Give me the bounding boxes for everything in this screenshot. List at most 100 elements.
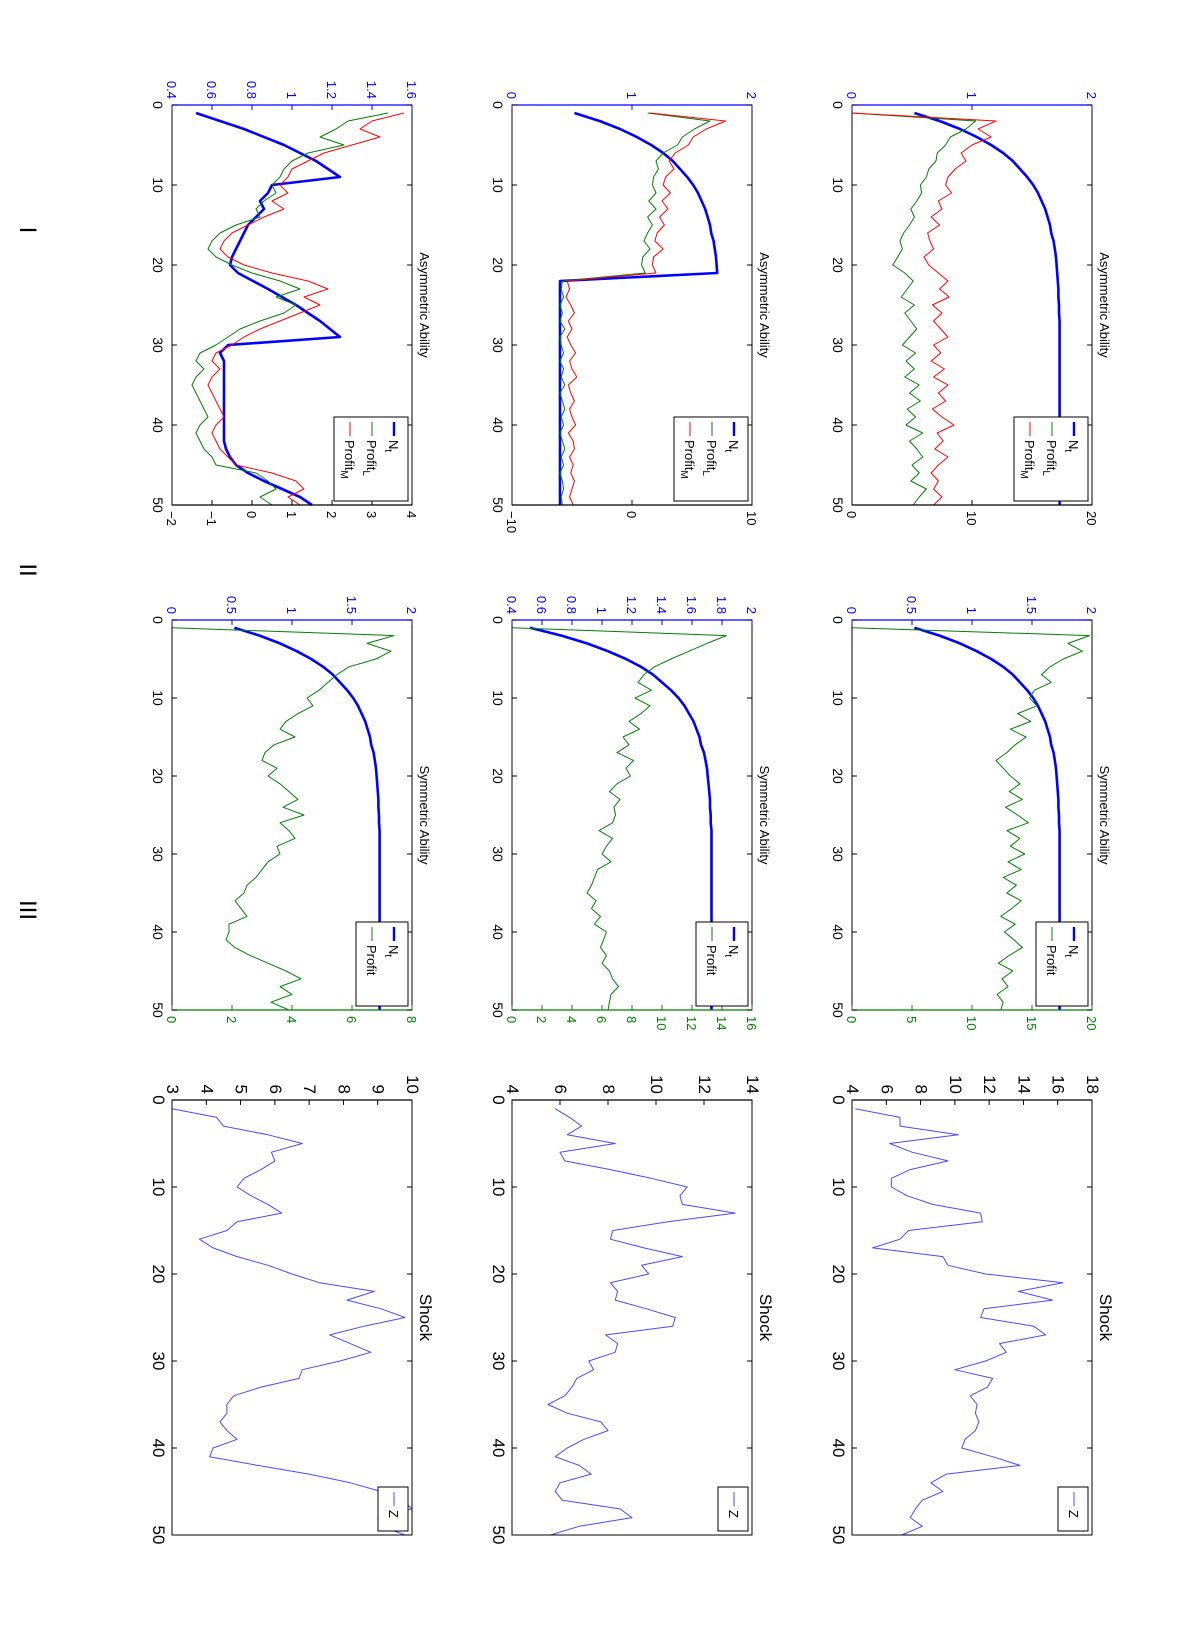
y-tick-label-right: 0 <box>164 1016 179 1023</box>
y-tick-label-right: 10 <box>654 1016 669 1030</box>
legend-box <box>1013 416 1089 502</box>
y-tick-label-left: 12 <box>695 1075 714 1094</box>
legend-box <box>1035 921 1089 1007</box>
y-tick-label-right: 0 <box>244 511 259 518</box>
y-tick-label-right: 8 <box>404 1016 419 1023</box>
legend-label: ProfitL <box>1040 440 1059 476</box>
x-tick-label: 20 <box>490 768 506 784</box>
y-tick-label-right: 10 <box>964 511 979 525</box>
legend-box <box>673 416 749 502</box>
legend: Z <box>377 1486 409 1532</box>
row-label-I: I <box>14 227 41 234</box>
y-tick-label-left: 14 <box>1014 1075 1033 1094</box>
y-tick-label-right: 0 <box>844 1016 859 1023</box>
series-line-profit <box>171 627 395 1011</box>
y-tick-label-left: 0.4 <box>504 596 519 614</box>
y-tick-label-left: 6 <box>266 1085 285 1094</box>
panel-title: Symmetric Ability <box>1097 766 1112 865</box>
x-tick-label: 10 <box>150 690 166 706</box>
series-line-profit <box>851 627 1091 1011</box>
row-label-III: III <box>14 900 41 920</box>
x-tick-label: 30 <box>149 1352 168 1371</box>
legend-box <box>695 921 749 1007</box>
series-line-n-t <box>558 111 719 505</box>
x-tick-label: 40 <box>490 417 506 433</box>
legend: Z <box>717 1486 749 1532</box>
x-tick-label: 50 <box>489 1526 508 1545</box>
series-line-profit-m <box>207 112 405 506</box>
x-tick-label: 10 <box>830 177 846 193</box>
legend-box <box>333 416 409 502</box>
y-tick-label-left: 0.5 <box>904 596 919 614</box>
y-tick-label-left: 1 <box>964 92 979 99</box>
y-tick-label-left: 0 <box>504 92 519 99</box>
y-tick-label-left: 6 <box>877 1085 896 1094</box>
x-tick-label: 30 <box>490 846 506 862</box>
legend-label: Nt <box>382 440 401 452</box>
y-tick-label-left: 4 <box>503 1085 522 1094</box>
x-tick-label: 50 <box>830 497 846 513</box>
y-tick-label-left: 1 <box>594 607 609 614</box>
y-tick-label-left: 2 <box>1084 92 1099 99</box>
y-tick-label-left: 5 <box>232 1085 251 1094</box>
series-line-profit-l <box>559 112 711 506</box>
x-tick-label: 40 <box>830 417 846 433</box>
x-tick-label: 10 <box>829 1178 848 1197</box>
y-tick-label-right: 8 <box>624 1016 639 1023</box>
legend-label: Nt <box>722 440 741 452</box>
panel-title: Symmetric Ability <box>757 766 772 865</box>
series-line-z <box>855 1108 1064 1536</box>
y-tick-label-left: 0.4 <box>164 81 179 99</box>
x-tick-label: 30 <box>830 337 846 353</box>
x-tick-label: 30 <box>150 846 166 862</box>
y-tick-label-right: −2 <box>164 511 179 526</box>
x-tick-label: 0 <box>829 1095 848 1104</box>
legend: Z <box>1057 1486 1089 1532</box>
y-tick-label-left: 1.2 <box>324 81 339 99</box>
series-line-profit-m <box>851 112 997 506</box>
x-tick-label: 20 <box>149 1265 168 1284</box>
y-tick-label-right: 12 <box>684 1016 699 1030</box>
x-tick-label: 10 <box>830 690 846 706</box>
x-tick-label: 30 <box>490 337 506 353</box>
y-tick-label-left: 0.8 <box>564 596 579 614</box>
x-tick-label: 20 <box>829 1265 848 1284</box>
y-tick-label-right: 16 <box>744 1016 759 1030</box>
y-tick-label-right: 4 <box>404 511 419 518</box>
y-tick-label-right: 3 <box>364 511 379 518</box>
y-tick-label-left: 2 <box>744 607 759 614</box>
x-tick-label: 20 <box>489 1265 508 1284</box>
y-tick-label-left: 12 <box>980 1075 999 1094</box>
x-tick-label: 10 <box>490 177 506 193</box>
y-tick-label-left: 0 <box>164 607 179 614</box>
x-tick-label: 0 <box>150 616 166 624</box>
y-tick-label-left: 6 <box>551 1085 570 1094</box>
x-tick-label: 10 <box>490 690 506 706</box>
x-tick-label: 40 <box>149 1439 168 1458</box>
x-tick-label: 10 <box>149 1178 168 1197</box>
y-tick-label-left: 1 <box>284 607 299 614</box>
legend-label: ProfitM <box>1018 440 1037 479</box>
legend-label: ProfitM <box>338 440 357 479</box>
legend-label: Profit <box>704 945 719 976</box>
x-tick-label: 10 <box>150 177 166 193</box>
x-tick-label: 50 <box>830 1002 846 1018</box>
y-tick-label-left: 1 <box>624 92 639 99</box>
x-tick-label: 0 <box>489 1095 508 1104</box>
x-tick-label: 0 <box>490 101 506 109</box>
series-line-z <box>547 1108 736 1536</box>
y-tick-label-right: 20 <box>1084 1016 1099 1030</box>
y-tick-label-right: 0 <box>504 1016 519 1023</box>
y-tick-label-left: 1.6 <box>684 596 699 614</box>
legend-label: Nt <box>382 945 401 957</box>
legend-box <box>355 921 409 1007</box>
x-tick-label: 20 <box>830 768 846 784</box>
x-tick-label: 50 <box>490 497 506 513</box>
y-tick-label-left: 2 <box>404 607 419 614</box>
